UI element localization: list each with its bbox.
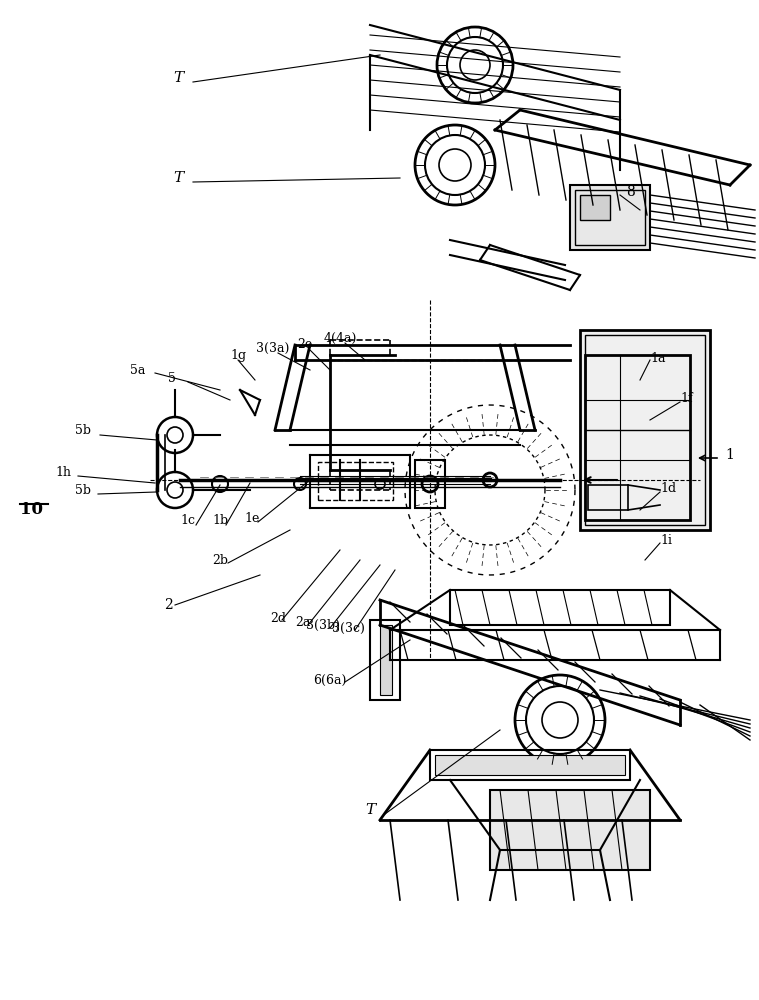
- Text: 10: 10: [20, 502, 43, 518]
- Circle shape: [542, 702, 578, 738]
- Text: T: T: [365, 803, 375, 817]
- Circle shape: [437, 27, 513, 103]
- Circle shape: [294, 478, 306, 490]
- Bar: [580, 330, 710, 530]
- Bar: [370, 620, 400, 700]
- Text: 1e: 1e: [244, 512, 260, 524]
- Bar: [415, 460, 445, 508]
- Circle shape: [157, 472, 193, 508]
- Bar: [435, 755, 625, 775]
- Circle shape: [483, 473, 497, 487]
- Circle shape: [447, 37, 503, 93]
- Text: 1: 1: [725, 448, 734, 462]
- Circle shape: [157, 417, 193, 453]
- Circle shape: [425, 135, 485, 195]
- Text: T: T: [173, 171, 183, 185]
- Circle shape: [167, 427, 183, 443]
- Circle shape: [375, 479, 385, 489]
- Circle shape: [422, 476, 438, 492]
- Bar: [575, 190, 645, 245]
- Circle shape: [526, 686, 594, 754]
- Text: 6(6a): 6(6a): [313, 674, 347, 686]
- Circle shape: [515, 675, 605, 765]
- Text: 1c: 1c: [181, 514, 196, 526]
- Bar: [588, 485, 628, 510]
- Bar: [450, 590, 670, 625]
- Text: 5a: 5a: [130, 363, 146, 376]
- Text: 1b: 1b: [212, 514, 228, 526]
- Text: 4(4a): 4(4a): [323, 332, 357, 344]
- Text: 5: 5: [168, 371, 176, 384]
- Text: 8: 8: [626, 185, 635, 199]
- Circle shape: [167, 482, 183, 498]
- Bar: [490, 790, 650, 870]
- Text: 1i: 1i: [660, 534, 672, 546]
- Bar: [580, 195, 610, 220]
- Text: 1d: 1d: [660, 482, 676, 494]
- Bar: [380, 625, 392, 695]
- Text: 3(3a): 3(3a): [257, 342, 290, 355]
- Text: 1a: 1a: [650, 352, 666, 364]
- Bar: [585, 335, 705, 525]
- Text: 2a: 2a: [295, 615, 310, 629]
- Circle shape: [439, 149, 471, 181]
- Bar: [318, 462, 393, 500]
- Text: 3(3b): 3(3b): [306, 618, 340, 632]
- Text: 2e: 2e: [298, 338, 313, 352]
- Circle shape: [415, 125, 495, 205]
- Text: 3(3c): 3(3c): [332, 621, 364, 635]
- Text: 5b: 5b: [75, 424, 91, 436]
- Bar: [585, 355, 690, 520]
- Text: 2b: 2b: [212, 554, 228, 566]
- Text: 1f: 1f: [680, 391, 693, 404]
- Text: 1h: 1h: [55, 466, 71, 479]
- Circle shape: [212, 476, 228, 492]
- Text: 5b: 5b: [75, 484, 91, 496]
- Text: 2: 2: [164, 598, 172, 612]
- Text: 1g: 1g: [230, 349, 246, 361]
- Bar: [570, 185, 650, 250]
- Circle shape: [460, 50, 490, 80]
- Bar: [430, 750, 630, 780]
- Text: 2d: 2d: [270, 611, 286, 624]
- Text: T: T: [173, 71, 183, 85]
